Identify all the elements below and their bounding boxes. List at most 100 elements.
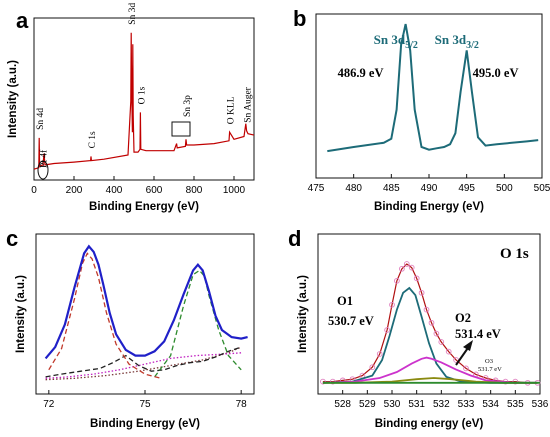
o3-peak-value: 531.7 eV: [478, 366, 502, 373]
panel-d-data-point: [394, 277, 400, 284]
x-tick-label-490: 490: [421, 183, 438, 194]
peak-name-0: Sn 3d5/2: [374, 32, 418, 51]
x-tick-label-480: 480: [345, 183, 362, 194]
o1-peak-name: O1: [337, 294, 353, 308]
x-tick-label-485: 485: [383, 183, 400, 194]
x-tick-label-500: 500: [496, 183, 513, 194]
x-tick-label-530: 530: [384, 399, 401, 410]
panel-d-data-point: [438, 339, 445, 345]
panel-d-y-label: Intensity (a.u.): [297, 275, 309, 353]
panel-a-x-ticks: 0 200 400 600 800 1000: [31, 176, 246, 196]
x-tick-label-531: 531: [408, 399, 425, 410]
annotation-sn-3d: Sn 3d: [128, 3, 138, 25]
x-tick-label-532: 532: [433, 399, 450, 410]
panel-d-series-1: [322, 286, 538, 384]
panel-c-x-label: Binding Energy (eV): [90, 418, 200, 430]
panel-d-letter: d: [288, 226, 301, 251]
annotation-c-1s: C 1s: [88, 131, 98, 148]
panel-d-data-point: [408, 264, 415, 271]
x-tick-label-533: 533: [458, 399, 475, 410]
x-tick-label-1000: 1000: [223, 185, 246, 196]
peak-value-0: 486.9 eV: [338, 66, 384, 80]
panel-a-annotations: Sn 4d Pt 4f C 1s Sn 3d O 1s Sn 3p O KLL Sn Auge…: [36, 3, 253, 168]
o1-peak-value: 530.7 eV: [328, 314, 374, 328]
panel-c-series-5: [45, 346, 242, 381]
annotation-sn-auger: Sn Auger: [244, 86, 254, 122]
panel-a-plot-frame: [33, 17, 255, 181]
x-tick-label-535: 535: [507, 399, 524, 410]
panel-d-data-point: [403, 261, 410, 267]
panel-d-data-point: [384, 327, 390, 333]
panel-b: b 475 480 485 490 495 500 505 Sn 3d5/2 486.9 eV…: [293, 6, 550, 213]
panel-a-x-label: Binding Energy (eV): [89, 201, 199, 213]
panel-d-title: O 1s: [500, 246, 529, 262]
panel-d-data-point: [399, 265, 405, 272]
x-tick-label-600: 600: [146, 185, 163, 196]
panel-c-series-1: [48, 252, 162, 379]
panel-a-survey-line: [33, 32, 255, 170]
o2-peak-name: O2: [455, 311, 471, 325]
annotation-sn-3p: Sn 3p: [183, 95, 193, 117]
panel-d-data-point: [369, 364, 376, 371]
peak-subscript-0: 5/2: [405, 40, 418, 51]
panel-d-envelope-line: [322, 263, 538, 384]
annotation-sn-4d: Sn 4d: [36, 108, 46, 130]
panel-d-data-point: [445, 348, 452, 355]
panel-d-x-label: Binding energy (eV): [375, 418, 484, 430]
panel-c-x-ticks: 72 75 78: [43, 390, 247, 410]
panel-c-series-2: [154, 269, 242, 378]
x-tick-label-529: 529: [359, 399, 376, 410]
panel-d-data-point: [423, 306, 430, 313]
o2-peak-value: 531.4 eV: [455, 327, 501, 341]
panel-d-data-point: [413, 275, 420, 282]
peak-name-1: Sn 3d3/2: [435, 32, 479, 51]
sn3p-highlight-box: [171, 121, 191, 137]
panel-b-peak-labels: Sn 3d5/2 486.9 eV Sn 3d3/2 495.0 eV: [338, 32, 519, 80]
x-tick-label-75: 75: [139, 399, 151, 410]
x-tick-label-200: 200: [66, 185, 83, 196]
panel-a-letter: a: [16, 8, 29, 33]
panel-d-plot-frame: [317, 233, 541, 395]
panel-b-x-label: Binding Energy (eV): [374, 201, 484, 213]
panel-b-sn3d-line: [327, 23, 539, 153]
o3-peak-name: O3: [485, 358, 493, 365]
panel-d-data-point: [433, 330, 440, 337]
panel-c-fit-lines: [44, 244, 248, 381]
annotation-pt-4f: Pt 4f: [38, 149, 49, 168]
x-tick-label-505: 505: [534, 183, 550, 194]
panel-d-data-point: [418, 289, 425, 296]
x-tick-label-800: 800: [186, 185, 203, 196]
panel-d-data-point: [320, 378, 326, 385]
panel-d-data-point: [389, 301, 395, 308]
x-tick-label-400: 400: [106, 185, 123, 196]
pt4f-highlight-ellipse: [37, 160, 49, 180]
panel-c-series-3: [45, 346, 242, 378]
panel-d-series-2: [322, 356, 538, 384]
panel-c: c 72 75 78 Binding Energy (eV) Intensity (…: [6, 226, 255, 430]
panel-a-y-label: Intensity (a.u.): [7, 60, 19, 138]
panel-b-x-ticks: 475 480 485 490 495 500 505: [308, 174, 550, 194]
panel-b-letter: b: [293, 6, 306, 31]
x-tick-label-536: 536: [532, 399, 549, 410]
panel-c-letter: c: [6, 226, 18, 251]
panel-d: d 528 529 530 531 532 533 534 535 536 O 1s O1 53…: [288, 226, 549, 430]
x-tick-label-0: 0: [31, 185, 37, 196]
x-tick-label-528: 528: [334, 399, 351, 410]
x-tick-label-495: 495: [458, 183, 475, 194]
peak-subscript-1: 3/2: [466, 40, 479, 51]
panel-c-series-0: [44, 244, 248, 360]
panel-d-fit-lines: [320, 261, 541, 386]
annotation-o-1s: O 1s: [137, 86, 147, 104]
panel-c-y-label: Intensity (a.u.): [15, 275, 27, 353]
panel-a: a 0 200 400 600 800 1000 Sn 4d Pt 4f C 1s Sn 3d O…: [7, 3, 255, 213]
panel-b-plot-frame: [315, 13, 543, 179]
panel-d-data-point: [463, 365, 469, 372]
panel-d-x-ticks: 528 529 530 531 532 533 534 535 536: [334, 390, 549, 410]
x-tick-label-534: 534: [482, 399, 499, 410]
x-tick-label-72: 72: [43, 399, 55, 410]
annotation-o-kll: O KLL: [227, 96, 237, 124]
x-tick-label-78: 78: [236, 399, 248, 410]
panel-d-data-point: [512, 378, 519, 385]
panel-d-data-point: [376, 351, 383, 357]
